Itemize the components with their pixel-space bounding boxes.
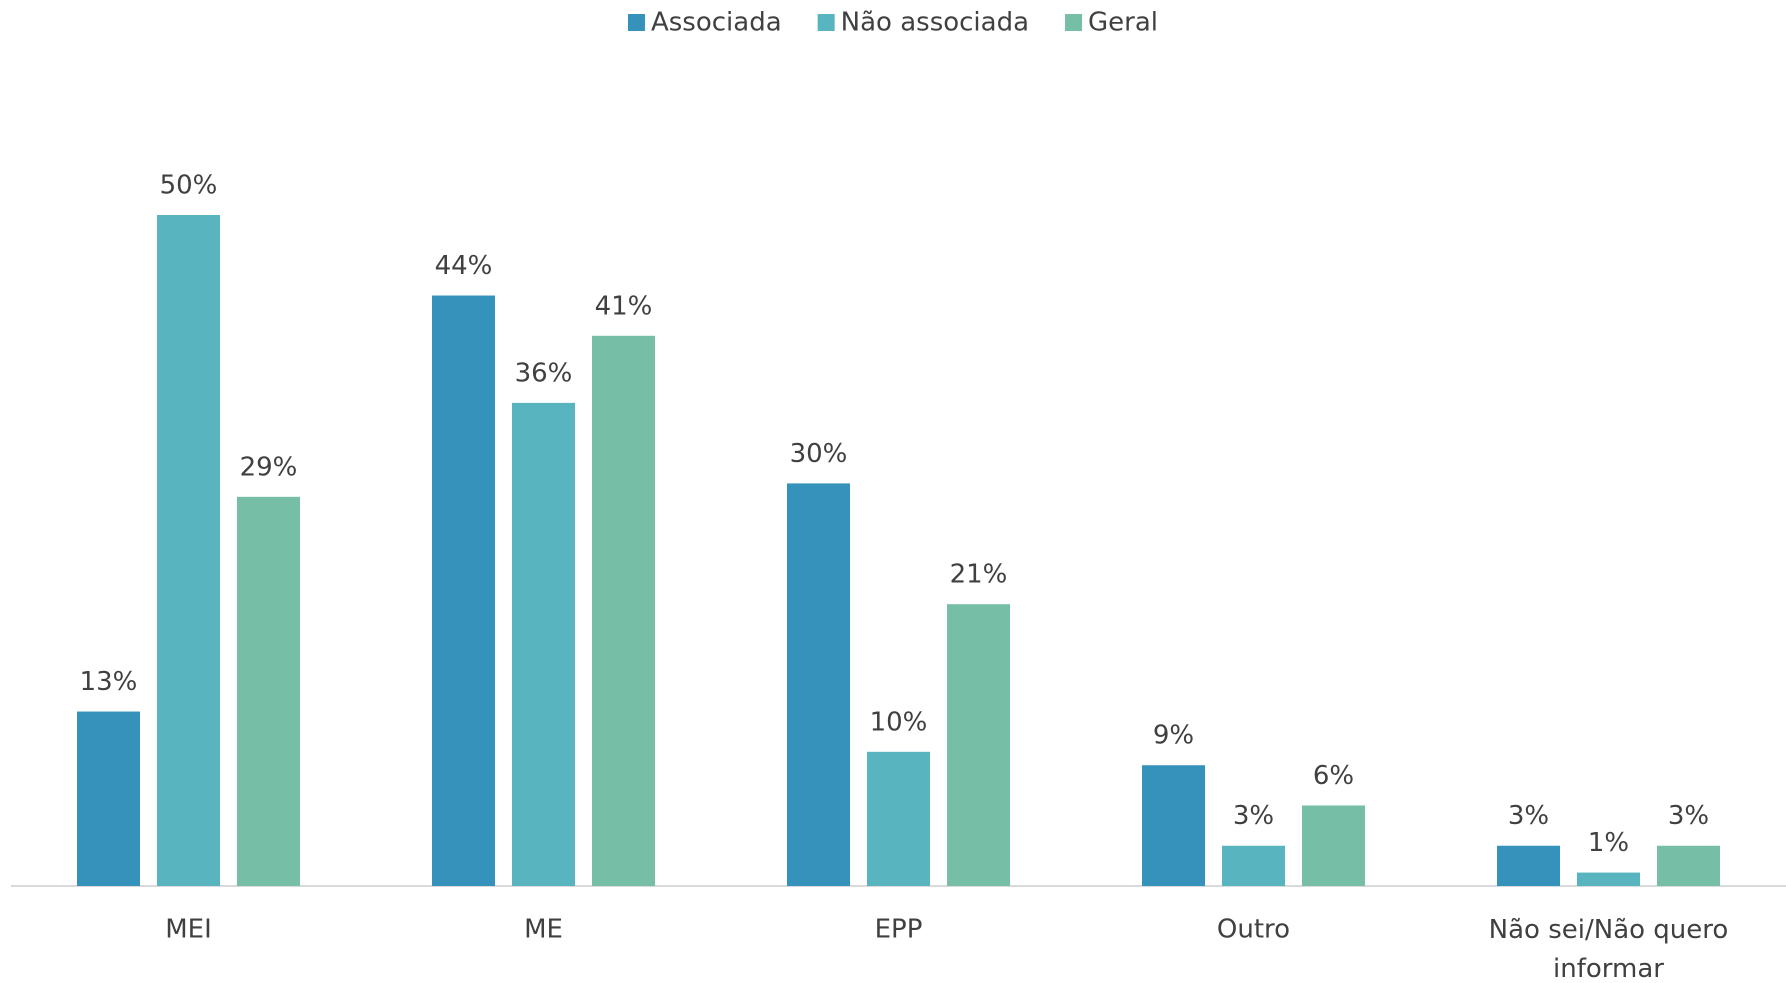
bar xyxy=(157,215,220,886)
bar xyxy=(1142,765,1205,886)
legend: Associada Não associada Geral xyxy=(627,8,1158,38)
x-tick-label: ME xyxy=(524,915,563,945)
x-tick-label: Não sei/Não quero informar xyxy=(1489,915,1729,983)
bar xyxy=(512,402,575,886)
data-label: 10% xyxy=(870,707,928,737)
legend-swatch xyxy=(817,14,835,31)
data-label: 6% xyxy=(1313,761,1354,791)
bar xyxy=(787,483,850,886)
bar xyxy=(1222,845,1285,886)
legend-swatch xyxy=(1065,14,1083,31)
data-label: 44% xyxy=(435,251,493,281)
legend-label: Geral xyxy=(1088,8,1158,38)
x-tick-label: MEI xyxy=(165,915,212,945)
data-label: 50% xyxy=(160,171,218,201)
data-label: 13% xyxy=(80,667,138,697)
bar xyxy=(867,751,930,886)
bar xyxy=(947,604,1010,886)
data-label: 29% xyxy=(240,452,298,482)
bar xyxy=(1497,845,1560,886)
bar xyxy=(432,295,495,886)
bar xyxy=(1577,872,1640,886)
x-tick-label: EPP xyxy=(875,915,923,945)
legend-label: Não associada xyxy=(841,8,1029,38)
bar xyxy=(237,496,300,886)
data-label: 3% xyxy=(1508,801,1549,831)
x-tick-label: Outro xyxy=(1217,915,1290,945)
bar xyxy=(592,335,655,886)
data-label: 36% xyxy=(515,358,573,388)
data-label: 9% xyxy=(1153,721,1194,751)
legend-swatch xyxy=(627,14,645,31)
bar xyxy=(1302,805,1365,886)
data-label: 21% xyxy=(950,560,1008,590)
bar xyxy=(1657,845,1720,886)
bar xyxy=(77,711,140,886)
legend-label: Associada xyxy=(651,8,782,38)
data-label: 1% xyxy=(1588,828,1629,858)
data-label: 41% xyxy=(595,291,653,321)
data-label: 30% xyxy=(790,439,848,469)
data-label: 3% xyxy=(1668,801,1709,831)
data-label: 3% xyxy=(1233,801,1274,831)
